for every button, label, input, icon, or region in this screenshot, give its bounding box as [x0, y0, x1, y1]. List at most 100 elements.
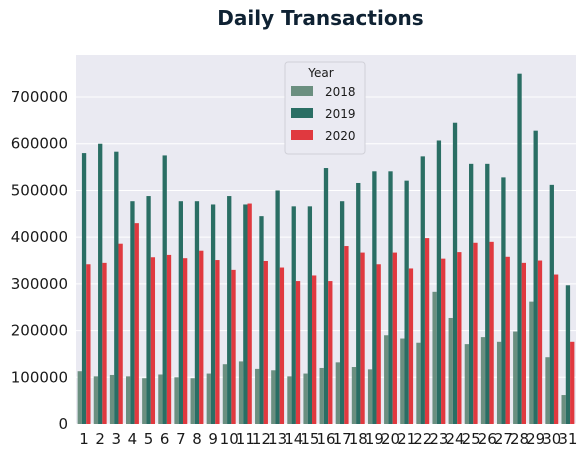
- legend-label-2019: 2019: [325, 107, 356, 121]
- bar-2019-day-30: [549, 184, 554, 424]
- bar-2018-day-28: [513, 331, 518, 424]
- bar-2020-day-10: [231, 269, 236, 424]
- bar-2018-day-20: [384, 335, 389, 424]
- bar-2018-day-8: [190, 378, 195, 424]
- bar-2019-day-14: [291, 206, 296, 424]
- x-tick-label: 25: [462, 430, 481, 448]
- bar-2018-day-30: [545, 357, 550, 424]
- x-tick-label: 13: [268, 430, 287, 448]
- bar-2020-day-21: [408, 268, 414, 424]
- bar-2020-day-19: [376, 264, 381, 424]
- bar-2020-day-1: [86, 264, 91, 424]
- x-tick-label: 14: [284, 430, 303, 448]
- bar-2020-day-29: [537, 260, 543, 424]
- bar-2019-day-21: [404, 180, 409, 424]
- bar-2020-day-3: [118, 243, 123, 424]
- bar-2018-day-24: [448, 317, 453, 424]
- bar-2020-day-28: [521, 262, 526, 424]
- x-tick-label: 3: [112, 430, 122, 448]
- x-tick-label: 18: [349, 430, 368, 448]
- bar-2018-day-16: [319, 367, 324, 424]
- legend-title: Year: [307, 66, 333, 80]
- bar-2019-day-22: [420, 156, 425, 425]
- bar-2018-day-13: [271, 370, 276, 424]
- x-tick-label: 9: [208, 430, 218, 448]
- bar-2018-day-25: [464, 344, 470, 424]
- bar-2020-day-4: [134, 223, 139, 424]
- y-tick-label: 300000: [11, 275, 68, 293]
- bar-2019-day-3: [114, 151, 119, 424]
- bars: [77, 73, 575, 425]
- bar-2019-day-19: [372, 171, 377, 424]
- bar-2018-day-5: [142, 378, 147, 424]
- bar-2019-day-1: [81, 153, 87, 424]
- bar-2019-day-16: [323, 168, 329, 424]
- bar-2018-day-1: [77, 371, 82, 424]
- bar-2019-day-10: [227, 196, 232, 424]
- bar-2018-day-4: [126, 376, 131, 424]
- x-tick-label: 31: [558, 430, 577, 448]
- y-tick-label: 0: [58, 415, 68, 433]
- x-tick-label: 17: [333, 430, 352, 448]
- bar-2019-day-20: [388, 171, 393, 424]
- x-tick-label: 12: [252, 430, 271, 448]
- bar-2018-day-12: [255, 368, 260, 424]
- bar-2020-day-24: [457, 252, 462, 424]
- bar-2018-day-22: [416, 342, 421, 424]
- x-tick-label: 22: [413, 430, 432, 448]
- x-tick-label: 29: [526, 430, 545, 448]
- bar-2020-day-11: [247, 203, 252, 424]
- bar-2019-day-6: [162, 155, 167, 424]
- bar-2018-day-9: [206, 373, 211, 424]
- bar-2020-day-30: [553, 274, 559, 424]
- bar-2020-day-22: [424, 238, 430, 424]
- x-tick-label: 27: [494, 430, 513, 448]
- bar-2019-day-24: [452, 122, 458, 425]
- bar-2019-day-9: [210, 204, 216, 424]
- bar-2019-day-4: [130, 201, 135, 424]
- bar-2018-day-19: [367, 369, 373, 424]
- bar-2020-day-15: [312, 275, 317, 424]
- legend-label-2018: 2018: [325, 85, 356, 99]
- bar-2019-day-29: [533, 130, 538, 425]
- bar-2020-day-26: [489, 241, 494, 424]
- bar-2020-day-14: [295, 281, 301, 424]
- bar-2018-day-3: [109, 374, 115, 424]
- x-tick-label: 7: [176, 430, 186, 448]
- bar-2018-day-27: [496, 341, 502, 424]
- bar-2020-day-16: [328, 281, 333, 424]
- bar-2018-day-10: [222, 364, 228, 424]
- y-tick-label: 700000: [11, 88, 68, 106]
- bar-2018-day-6: [158, 374, 163, 424]
- y-tick-label: 200000: [11, 322, 68, 340]
- bar-2019-day-28: [517, 73, 522, 425]
- bar-2019-day-23: [436, 140, 442, 424]
- bar-2018-day-2: [93, 376, 99, 424]
- x-tick-label: 21: [397, 430, 416, 448]
- bar-2020-day-31: [570, 341, 575, 424]
- y-tick-label: 500000: [11, 181, 68, 199]
- legend-swatch-2019: [291, 108, 313, 118]
- bar-2020-day-9: [215, 260, 220, 424]
- bar-2019-day-13: [275, 190, 280, 424]
- bar-2019-day-18: [356, 182, 361, 424]
- bar-2020-day-27: [505, 256, 510, 424]
- x-tick-label: 19: [365, 430, 384, 448]
- bar-2018-day-7: [174, 377, 179, 424]
- x-tick-label: 8: [192, 430, 202, 448]
- x-tick-label: 4: [128, 430, 138, 448]
- x-axis: 1 2 3 4 5 6 7 8 9 1011121314151617181920212223242…: [79, 430, 577, 448]
- bar-2020-day-5: [150, 257, 156, 424]
- x-tick-label: 6: [160, 430, 170, 448]
- y-tick-label: 100000: [11, 368, 68, 386]
- x-tick-label: 11: [236, 430, 255, 448]
- bar-2019-day-11: [243, 204, 248, 424]
- bar-2018-day-31: [561, 395, 566, 424]
- bar-2020-day-25: [473, 242, 478, 424]
- bar-2019-day-15: [307, 206, 313, 424]
- bar-2020-day-17: [344, 246, 349, 424]
- bar-2018-day-29: [529, 301, 534, 424]
- chart-title: Daily Transactions: [217, 6, 424, 30]
- bar-2018-day-21: [400, 338, 405, 424]
